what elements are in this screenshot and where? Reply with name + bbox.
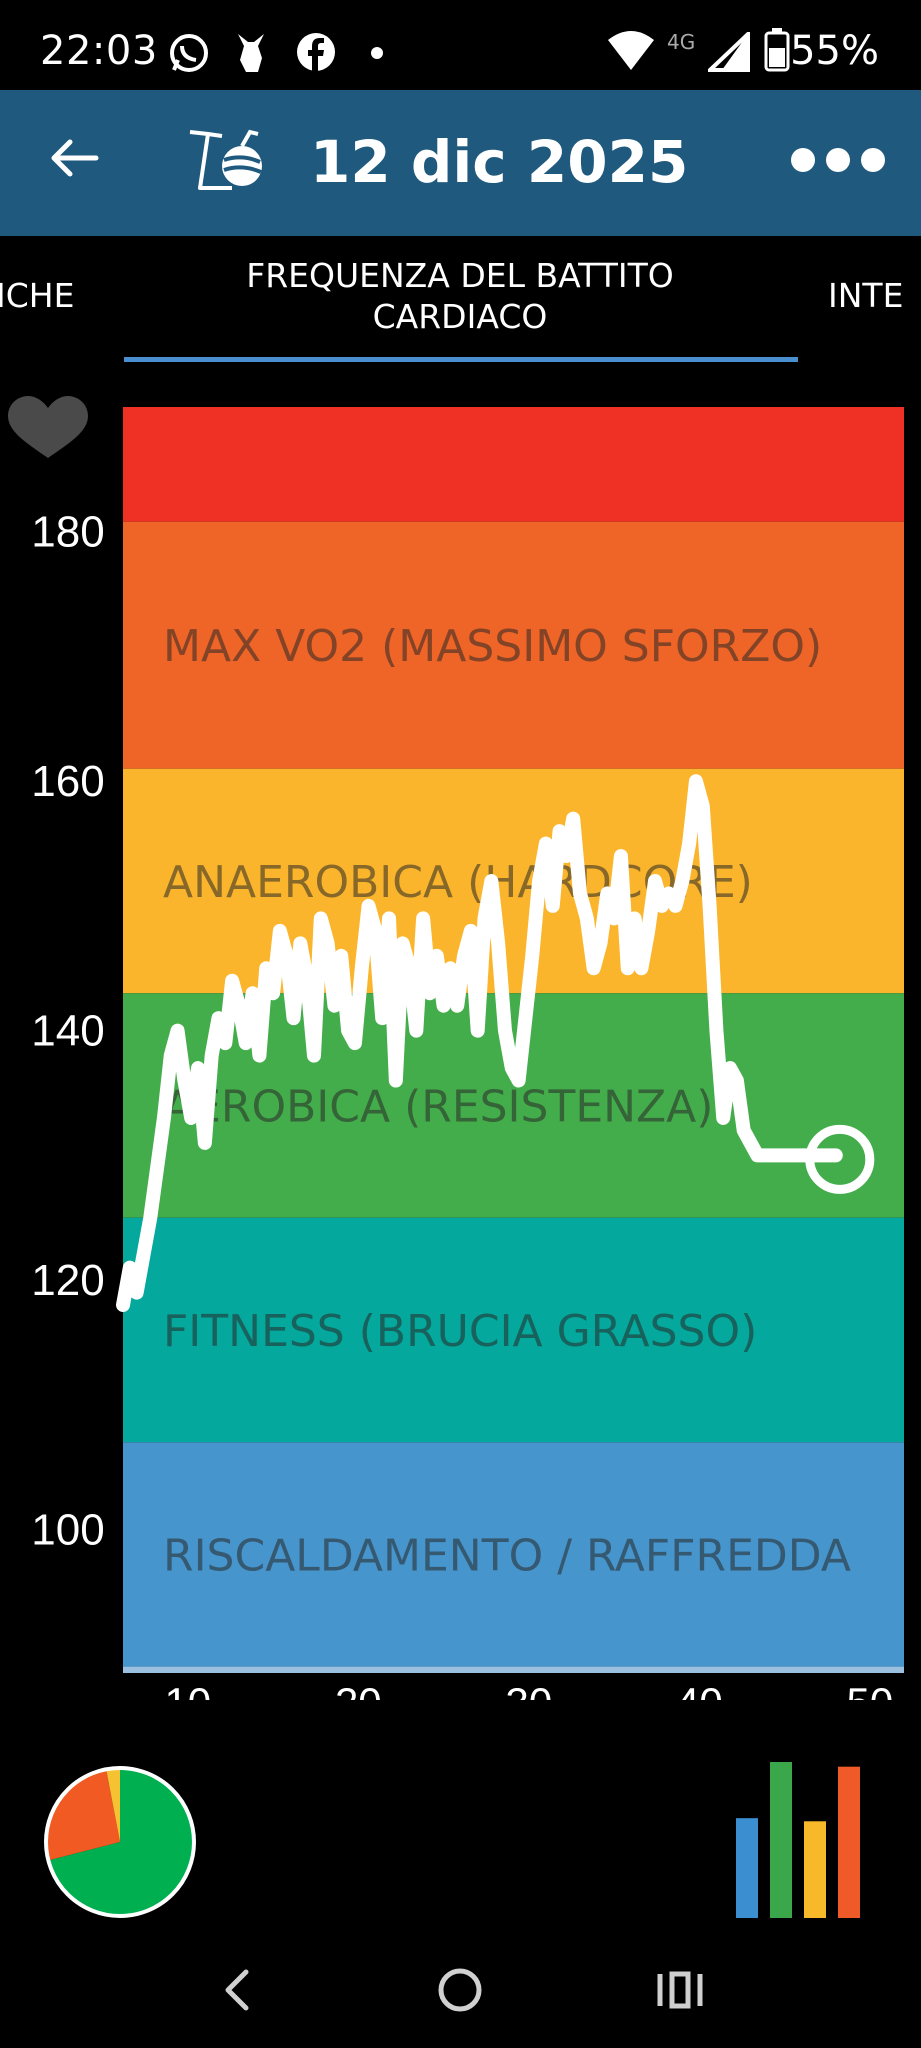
app-bar: 12 dic 2025 — [0, 90, 921, 236]
bike-logo-icon — [189, 129, 262, 190]
nav-back-icon[interactable] — [208, 1960, 268, 2020]
zone-bar-chart-icon[interactable] — [730, 1760, 880, 1920]
pie-slice — [48, 1768, 194, 1916]
donkey-app-icon — [238, 34, 264, 72]
pie-outline — [44, 1766, 196, 1918]
arrow-left-icon[interactable] — [48, 132, 100, 184]
battery-icon — [764, 28, 790, 72]
tab-heart-rate[interactable]: FREQUENZA DEL BATTITO CARDIACO — [124, 236, 796, 356]
zone-label: RISCALDAMENTO / RAFFREDDA — [163, 1531, 851, 1582]
zone-band — [123, 1666, 904, 1673]
heart-icon — [8, 396, 88, 458]
status-time: 22:03 — [40, 28, 158, 74]
y-tick-label: 160 — [31, 757, 104, 806]
zone-bar — [736, 1818, 758, 1918]
nav-home-icon[interactable] — [430, 1960, 490, 2020]
pie-slice — [45, 1769, 120, 1861]
x-tick-label: 40 — [676, 1679, 723, 1700]
nav-recents-icon[interactable] — [650, 1960, 710, 2020]
tab-bar: ICHE FREQUENZA DEL BATTITO CARDIACO INTE — [0, 236, 921, 366]
x-tick-label: 10 — [164, 1679, 211, 1700]
tab-heart-rate-label: FREQUENZA DEL BATTITO CARDIACO — [246, 255, 674, 336]
page-title: 12 dic 2025 — [310, 128, 689, 196]
zone-bar — [770, 1762, 792, 1918]
zone-pie-chart-icon[interactable] — [40, 1762, 200, 1922]
pie-slice — [106, 1768, 120, 1842]
tab-previous[interactable]: ICHE — [0, 276, 75, 316]
y-tick-label: 100 — [31, 1506, 104, 1555]
zone-label: MAX VO2 (MASSIMO SFORZO) — [163, 621, 822, 672]
network-label: 4G — [667, 30, 696, 54]
more-horizontal-icon[interactable] — [791, 146, 885, 176]
status-bar: 22:03 4G 55% — [0, 0, 921, 90]
x-tick-label: 30 — [505, 1679, 552, 1700]
y-tick-label: 120 — [31, 1256, 104, 1305]
heart-rate-chart-svg: MAX VO2 (MASSIMO SFORZO)ANAEROBICA (HARD… — [8, 396, 904, 1726]
current-point-marker — [805, 1124, 875, 1194]
zone-label: FITNESS (BRUCIA GRASSO) — [163, 1306, 757, 1357]
y-tick-label: 180 — [31, 508, 104, 557]
x-tick-label: 20 — [335, 1679, 382, 1700]
whatsapp-icon — [170, 34, 208, 72]
zone-bar — [804, 1821, 826, 1918]
x-tick-label: 50 — [847, 1679, 894, 1700]
y-tick-label: 140 — [31, 1007, 104, 1056]
zone-bar — [838, 1766, 860, 1918]
facebook-icon — [297, 33, 335, 72]
tab-indicator — [124, 357, 798, 362]
zone-band — [123, 407, 904, 522]
zone-band — [123, 521, 904, 769]
heart-rate-line — [116, 774, 843, 1313]
battery-percent: 55% — [790, 28, 879, 74]
zone-band — [123, 1442, 904, 1667]
tab-next[interactable]: INTE — [828, 276, 904, 316]
cell-signal-icon — [708, 32, 750, 72]
system-nav-bar — [0, 1930, 921, 2048]
wifi-icon — [608, 31, 654, 70]
heart-rate-chart: MAX VO2 (MASSIMO SFORZO) ANAEROBICA (HARD… — [0, 380, 921, 1726]
zone-band — [123, 1217, 904, 1443]
zone-label: AEROBICA (RESISTENZA) — [163, 1081, 713, 1132]
dot-icon — [371, 47, 383, 59]
zone-band — [123, 768, 904, 994]
